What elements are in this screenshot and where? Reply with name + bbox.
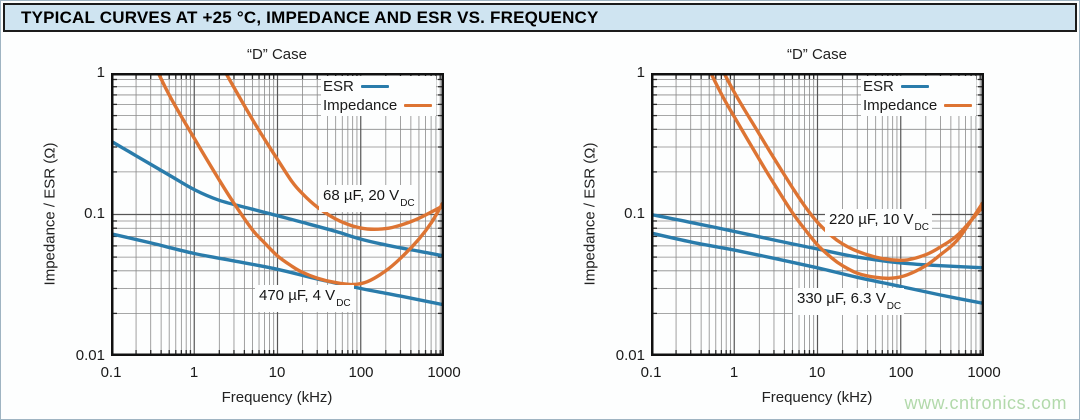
y-tick-label: 0.1 (84, 205, 105, 222)
legend-right: ESR Impedance (861, 76, 977, 116)
legend-item-esr: ESR (863, 77, 972, 95)
legend-label-esr: ESR (323, 77, 354, 95)
x-tick-label: 10 (808, 364, 826, 381)
x-tick-label: 10 (268, 364, 286, 381)
watermark: www.cntronics.com (904, 393, 1067, 413)
x-tick-label: 1 (729, 364, 739, 381)
chart-title-right: “D” Case (786, 46, 847, 63)
y-tick-label: 0.1 (624, 205, 645, 222)
x-axis-label-right: Frequency (kHz) (761, 389, 873, 406)
x-axis-label-left: Frequency (kHz) (221, 389, 333, 406)
legend-label-impedance: Impedance (323, 96, 398, 114)
page-title-bar: TYPICAL CURVES AT +25 °C, IMPEDANCE AND … (3, 3, 1077, 32)
y-tick-label: 0.01 (615, 347, 645, 364)
x-tick-label: 0.1 (100, 364, 122, 381)
annotation-68uf-20vdc: 68 µF, 20 VDC (319, 185, 418, 212)
plot-area-left (111, 73, 444, 356)
x-tick-label: 100 (888, 364, 914, 381)
x-tick-label: 1000 (427, 364, 461, 381)
annotation-text: 470 µF, 4 V (259, 287, 336, 304)
x-tick-label: 0.1 (640, 364, 662, 381)
x-tick-label: 1000 (967, 364, 1001, 381)
legend-label-impedance: Impedance (863, 96, 938, 114)
x-tick-label: 1 (189, 364, 199, 381)
annotation-subscript: DC (886, 301, 902, 312)
annotation-220uf-10vdc: 220 µF, 10 VDC (825, 209, 932, 236)
page-title: TYPICAL CURVES AT +25 °C, IMPEDANCE AND … (21, 7, 599, 27)
legend-item-impedance: Impedance (863, 96, 973, 114)
annotation-text: 68 µF, 20 V (323, 187, 400, 204)
impedance-line-swatch (404, 103, 433, 107)
annotation-subscript: DC (400, 198, 415, 209)
impedance-line-swatch (944, 103, 973, 107)
y-tick-label: 0.01 (75, 347, 105, 364)
esr-line-swatch (360, 84, 389, 88)
legend-left: ESR Impedance (321, 76, 437, 116)
annotation-330uf-63vdc: 330 µF, 6.3 VDC (793, 288, 905, 315)
annotation-subscript: DC (336, 298, 351, 309)
legend-item-esr: ESR (323, 77, 432, 95)
annotation-subscript: DC (914, 222, 929, 233)
annotation-text: 330 µF, 6.3 V (797, 290, 886, 307)
y-tick-label: 1 (96, 64, 105, 81)
legend-item-impedance: Impedance (323, 96, 433, 114)
annotation-470uf-4vdc: 470 µF, 4 VDC (255, 285, 354, 312)
chart-title-left: “D” Case (246, 46, 307, 63)
esr-line-swatch (900, 84, 929, 88)
annotation-text: 220 µF, 10 V (829, 211, 914, 228)
legend-label-esr: ESR (863, 77, 894, 95)
y-tick-label: 1 (636, 64, 645, 81)
x-tick-label: 100 (348, 364, 374, 381)
